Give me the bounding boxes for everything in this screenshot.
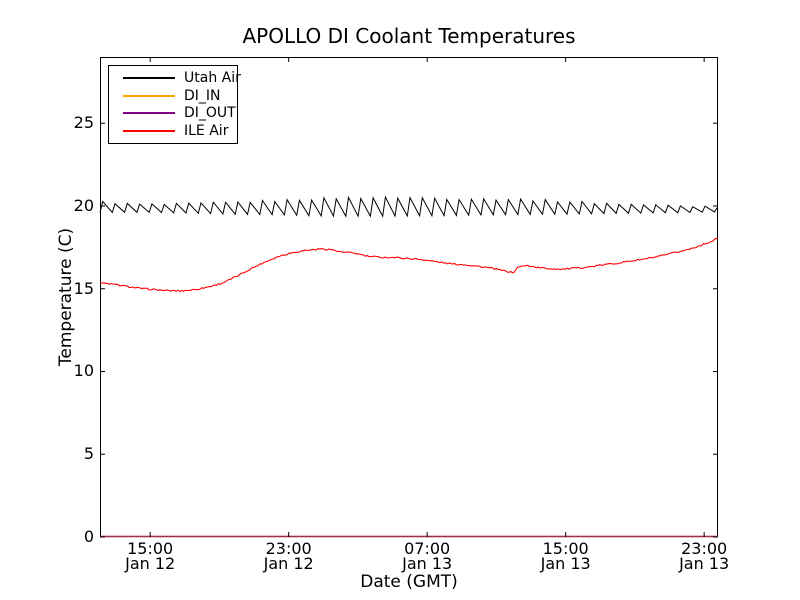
y-tick-label: 5 — [83, 444, 94, 464]
y-tick-label: 20 — [73, 195, 94, 215]
y-tick-label: 0 — [83, 527, 94, 546]
legend-item-utah-air: Utah Air — [109, 71, 241, 85]
chart-title: APOLLO DI Coolant Temperatures — [242, 24, 576, 48]
legend-label: DI_OUT — [184, 105, 236, 122]
series-ile-air-line — [99, 237, 719, 293]
x-tick-label: 15:00 Jan 13 — [521, 539, 611, 573]
x-tick-date: Jan 13 — [679, 554, 730, 573]
y-tick-label: 10 — [73, 361, 94, 381]
x-tick-time: 07:00 — [404, 539, 451, 558]
x-tick-label: 15:00 Jan 12 — [105, 539, 195, 573]
legend-line-ile-air — [123, 129, 175, 132]
x-tick-time: 23:00 — [265, 539, 312, 558]
legend-label: Utah Air — [184, 70, 241, 87]
x-tick-date: Jan 13 — [402, 554, 453, 573]
x-tick-label: 23:00 Jan 13 — [659, 539, 749, 573]
x-tick-time: 23:00 — [681, 539, 728, 558]
x-tick-time: 15:00 — [542, 539, 589, 558]
legend: Utah Air DI_IN DI_OUT ILE Air — [108, 65, 241, 144]
series-utah-air-line — [99, 195, 719, 218]
legend-item-di-out: DI_OUT — [109, 106, 237, 120]
legend-label: DI_IN — [184, 87, 221, 104]
x-axis-label: Date (GMT) — [360, 572, 458, 592]
y-tick-label: 15 — [73, 278, 94, 298]
x-tick-date: Jan 12 — [125, 554, 176, 573]
legend-line-di-in — [123, 94, 175, 97]
legend-line-di-out — [123, 112, 175, 115]
x-tick-label: 07:00 Jan 13 — [382, 539, 472, 573]
legend-label: ILE Air — [184, 122, 229, 139]
legend-item-di-in: DI_IN — [109, 89, 237, 103]
y-tick-label: 25 — [73, 113, 94, 133]
legend-item-ile-air: ILE Air — [109, 124, 237, 138]
x-tick-date: Jan 13 — [540, 554, 591, 573]
x-tick-date: Jan 12 — [263, 554, 314, 573]
x-tick-label: 23:00 Jan 12 — [244, 539, 334, 573]
x-tick-time: 15:00 — [127, 539, 174, 558]
legend-line-utah-air — [123, 77, 175, 80]
